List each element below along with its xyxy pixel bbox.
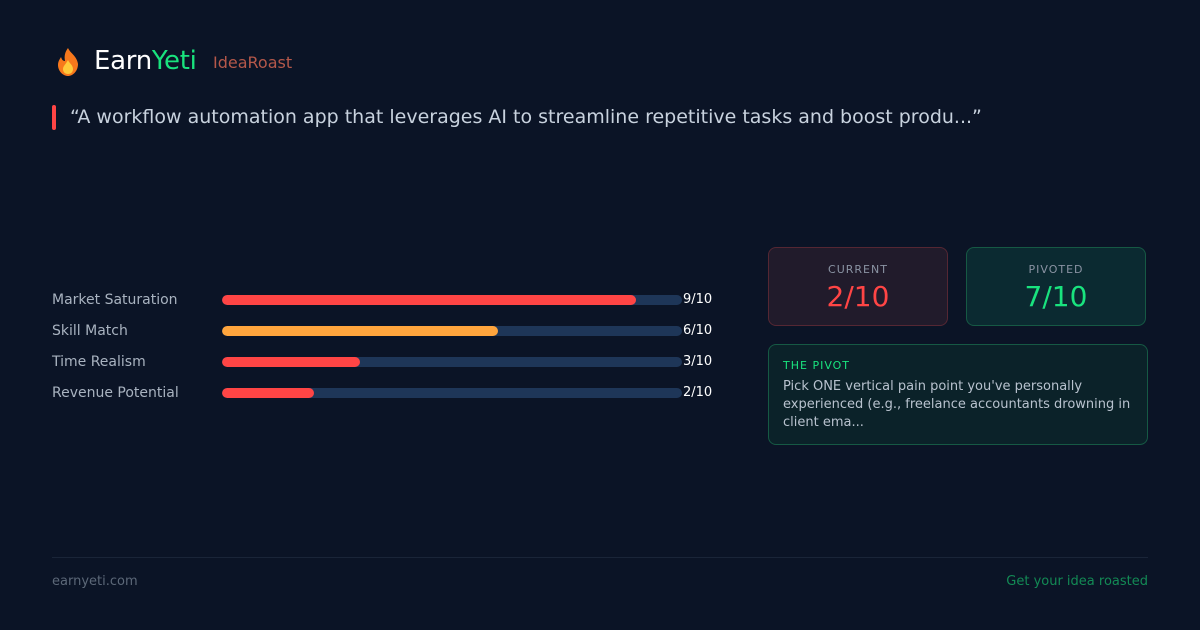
pivoted-score-value: 7/10 bbox=[1024, 280, 1088, 313]
brand-suffix: Yeti bbox=[151, 46, 197, 76]
metric-bar-track bbox=[222, 388, 682, 398]
pivot-text: Pick ONE vertical pain point you've pers… bbox=[783, 379, 1131, 430]
metric-bar-track bbox=[222, 357, 682, 367]
metric-score: 3/10 bbox=[683, 354, 713, 369]
metric-bar-track bbox=[222, 295, 682, 305]
pivot-title: THE PIVOT bbox=[783, 359, 851, 372]
brand-prefix: Earn bbox=[94, 46, 152, 76]
product-name: IdeaRoast bbox=[213, 53, 293, 72]
metric-score: 9/10 bbox=[683, 292, 713, 307]
quote-accent-bar bbox=[52, 105, 56, 130]
brand-logo[interactable]: EarnYeti bbox=[94, 46, 197, 76]
fire-icon bbox=[58, 48, 78, 76]
current-score-card: CURRENT 2/10 bbox=[768, 247, 948, 326]
metric-score: 6/10 bbox=[683, 323, 713, 338]
footer-site-link[interactable]: earnyeti.com bbox=[52, 574, 138, 589]
metric-score: 2/10 bbox=[683, 385, 713, 400]
metric-label: Market Saturation bbox=[52, 292, 178, 308]
metric-label: Skill Match bbox=[52, 323, 128, 339]
footer-cta-link[interactable]: Get your idea roasted bbox=[1006, 574, 1148, 589]
idea-quote: “A workflow automation app that leverage… bbox=[70, 106, 982, 128]
pivot-card: THE PIVOT Pick ONE vertical pain point y… bbox=[768, 344, 1148, 445]
metric-bar-fill bbox=[222, 388, 314, 398]
current-score-value: 2/10 bbox=[826, 280, 890, 313]
pivoted-score-card: PIVOTED 7/10 bbox=[966, 247, 1146, 326]
metric-bar-fill bbox=[222, 326, 498, 336]
metric-bar-fill bbox=[222, 295, 636, 305]
current-score-label: CURRENT bbox=[828, 263, 888, 276]
footer-divider bbox=[52, 557, 1148, 558]
metric-bar-fill bbox=[222, 357, 360, 367]
metric-label: Time Realism bbox=[52, 354, 146, 370]
pivoted-score-label: PIVOTED bbox=[1028, 263, 1084, 276]
metric-label: Revenue Potential bbox=[52, 385, 179, 401]
metric-bar-track bbox=[222, 326, 682, 336]
